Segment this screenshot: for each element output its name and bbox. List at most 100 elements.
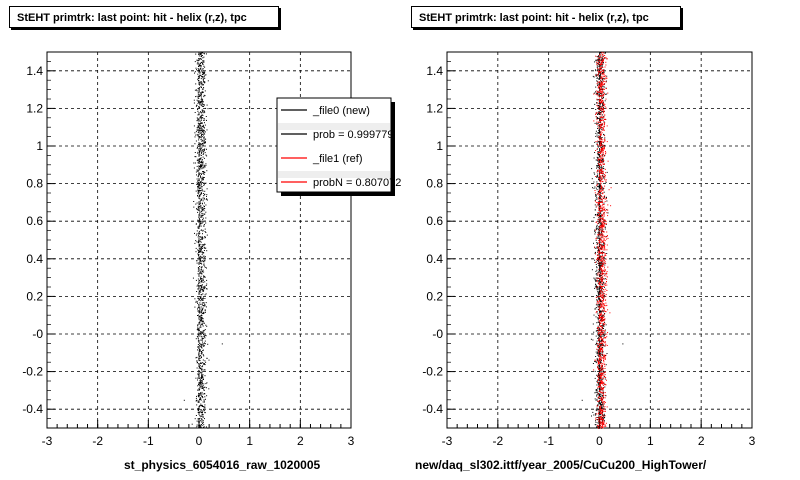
data-point [601,235,603,237]
data-point [203,252,205,253]
data-point [199,285,201,287]
data-point [599,292,601,294]
data-point [601,245,603,247]
data-point [604,201,606,203]
data-point [201,117,202,119]
data-point [201,373,203,375]
data-point [594,392,596,394]
data-point [201,202,203,204]
data-point [199,380,201,382]
data-point [199,393,201,395]
data-point [603,298,604,300]
data-point [596,77,598,79]
data-point [600,265,602,267]
data-point [602,272,604,274]
data-point [594,424,596,426]
data-point [603,262,605,264]
data-point [602,367,604,369]
data-point [204,77,206,79]
data-point [204,298,206,299]
data-point [202,70,204,72]
data-point [594,141,596,143]
data-point [593,369,595,371]
data-point [599,360,601,362]
data-point [198,217,200,219]
data-point [201,254,203,256]
data-point [599,366,601,368]
data-point [201,340,203,342]
data-point [599,169,601,171]
data-point [599,54,601,56]
data-point [200,199,202,201]
data-point [204,364,206,366]
data-point [201,111,203,113]
data-point [197,308,198,310]
data-point [200,246,202,248]
data-point [594,200,596,201]
data-point [604,235,606,237]
data-point [200,149,202,151]
data-point [201,279,202,281]
data-point [599,252,601,253]
data-point [204,311,206,313]
data-point [597,257,599,258]
data-point [599,103,601,104]
data-point [202,261,204,263]
data-point [200,344,202,346]
data-point [200,426,202,428]
data-point [208,388,210,390]
data-point [602,189,604,191]
data-point [599,192,601,194]
data-point [200,399,202,401]
data-point [605,77,607,79]
data-point [600,279,602,281]
data-point [596,398,598,400]
data-point [598,261,600,263]
data-point [204,133,206,135]
x-tick-label: -3 [442,434,453,448]
data-point [599,388,601,390]
x-axis-label-right: new/daq_sl302.ittf/year_2005/CuCu200_Hig… [415,458,707,472]
data-point [604,313,606,314]
data-point [596,214,598,216]
data-point [602,53,604,55]
data-point [597,87,599,89]
data-point [203,286,205,288]
data-point [596,343,597,345]
data-point [601,392,603,394]
data-point [598,108,600,110]
data-point [196,60,198,62]
data-point [594,377,596,379]
data-point [603,175,605,177]
data-point [602,402,604,404]
data-point [596,344,598,346]
data-point [594,413,596,415]
data-point [600,158,602,160]
data-point [604,406,606,408]
data-point [601,400,603,402]
data-point [199,349,201,351]
data-point [606,284,608,286]
data-point [599,343,601,345]
data-point [202,99,204,101]
data-point [598,60,600,62]
data-point [602,398,603,400]
data-point [602,86,604,88]
data-point [203,73,205,74]
data-point [599,321,601,323]
data-point [604,342,606,344]
data-point [601,75,603,77]
data-point [599,219,601,221]
data-point [600,112,602,114]
x-tick-label: -2 [492,434,503,448]
data-point [606,238,608,240]
data-point [195,171,197,173]
data-point [199,251,201,253]
data-point [600,399,602,401]
data-point [601,205,603,207]
data-point [205,247,207,249]
data-point [597,251,598,253]
data-point [597,413,599,415]
data-point [601,132,603,134]
data-point [198,240,199,242]
